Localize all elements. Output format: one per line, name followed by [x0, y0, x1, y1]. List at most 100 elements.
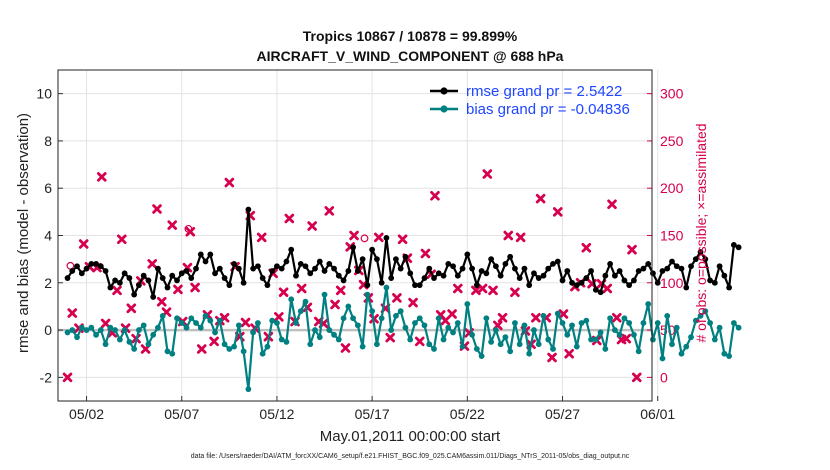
rmse-point — [202, 258, 209, 265]
rmse-point — [545, 265, 552, 272]
rmse-point — [116, 279, 123, 286]
bias-point — [711, 336, 718, 343]
chart-title-line2: AIRCRAFT_V_WIND_COMPONENT @ 688 hPa — [257, 48, 564, 64]
obs-assimilated-marker — [515, 232, 526, 243]
rmse-point — [435, 270, 442, 277]
rmse-point — [174, 277, 180, 284]
bias-point — [550, 346, 556, 352]
bias-point — [116, 336, 123, 343]
bias-point — [397, 308, 404, 315]
rmse-point — [407, 270, 414, 277]
bias-point — [683, 343, 690, 350]
bias-point — [526, 350, 533, 357]
obs-assimilated-marker — [392, 293, 402, 303]
rmse-point — [102, 268, 109, 274]
bias-point — [531, 327, 537, 333]
bias-point — [545, 336, 552, 343]
x-tick-label: 05/12 — [259, 406, 294, 422]
rmse-point — [735, 244, 742, 251]
obs-assimilated-marker — [190, 282, 200, 293]
rmse-point — [383, 234, 390, 241]
rmse-point — [107, 284, 114, 291]
bias-point — [540, 312, 547, 319]
bias-point — [188, 315, 195, 322]
bias-point — [464, 301, 471, 307]
bias-point — [340, 315, 347, 322]
rmse-point — [664, 265, 671, 272]
obs-assimilated-marker — [152, 204, 162, 214]
bias-point — [145, 341, 152, 348]
bias-point — [611, 327, 618, 333]
rmse-point — [650, 270, 656, 277]
rmse-point — [669, 258, 675, 265]
y2-tick-label: 0 — [660, 369, 668, 385]
x-tick-label: 06/01 — [640, 406, 675, 422]
rmse-point — [302, 263, 309, 270]
bias-point — [388, 327, 395, 333]
bias-point — [688, 334, 694, 341]
obs-assimilated-marker — [112, 285, 122, 296]
chart-title-line1: Tropics 10867 / 10878 = 99.899% — [303, 28, 518, 44]
bias-point — [140, 322, 147, 329]
bias-point — [707, 320, 713, 326]
rmse-point — [226, 282, 233, 289]
bias-point — [169, 350, 176, 357]
rmse-point — [721, 272, 728, 279]
obs-assimilated-marker — [296, 283, 307, 294]
bias-point — [512, 320, 518, 326]
bias-point — [155, 324, 161, 331]
rmse-point — [683, 284, 690, 291]
bias-point — [488, 338, 495, 345]
rmse-point — [469, 265, 475, 272]
bias-point — [564, 331, 571, 338]
rmse-point — [388, 275, 395, 281]
rmse-point — [64, 275, 71, 281]
rmse-point — [255, 263, 261, 270]
rmse-point — [331, 265, 337, 272]
rmse-point — [350, 244, 356, 251]
obs-assimilated-marker — [503, 230, 514, 241]
obs-assimilated-marker — [430, 190, 440, 201]
rmse-point — [316, 258, 323, 265]
y2-tick-label: 100 — [660, 275, 684, 291]
rmse-point — [421, 275, 428, 281]
rmse-point — [716, 263, 723, 270]
bias-point — [293, 320, 299, 326]
obs-assimilated-marker — [397, 234, 408, 245]
rmse-point — [483, 270, 490, 277]
bias-point — [559, 320, 566, 326]
bias-point — [426, 341, 433, 348]
bias-point — [288, 296, 295, 303]
bias-point — [626, 320, 633, 326]
bias-point — [212, 329, 218, 336]
y2-axis-label: # of obs: o=possible; ×=assimilated — [693, 123, 709, 342]
bias-point — [412, 320, 418, 326]
bias-point — [245, 386, 252, 393]
rmse-point — [597, 289, 604, 296]
bias-point — [297, 308, 304, 315]
rmse-point — [550, 260, 556, 267]
rmse-point — [416, 282, 423, 289]
bias-point — [450, 329, 456, 336]
bias-point — [345, 303, 352, 310]
obs-assimilated-marker — [307, 221, 317, 231]
rmse-point — [359, 256, 366, 263]
rmse-point — [178, 270, 185, 277]
bias-point — [650, 336, 656, 343]
obs-assimilated-marker — [408, 297, 418, 308]
y-tick-label: -2 — [40, 369, 53, 385]
bias-point — [231, 343, 238, 350]
y-tick-label: 8 — [44, 133, 52, 149]
obs-assimilated-marker — [552, 207, 563, 217]
rmse-point — [131, 291, 138, 298]
rmse-point — [673, 263, 680, 270]
bias-point — [359, 343, 366, 350]
rmse-point — [635, 268, 642, 274]
bias-point — [183, 324, 190, 331]
bias-point — [307, 341, 314, 348]
rmse-point — [726, 284, 733, 291]
obs-assimilated-marker — [482, 169, 493, 179]
rmse-point — [492, 263, 499, 270]
y2-tick-label: 150 — [660, 228, 684, 244]
rmse-point — [502, 260, 509, 267]
